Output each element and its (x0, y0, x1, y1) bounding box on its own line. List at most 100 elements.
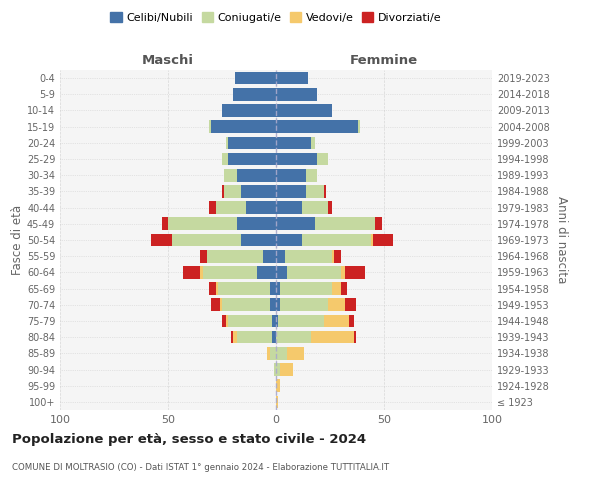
Bar (220, 298, 222, 311)
Bar (328, 202, 332, 214)
Bar (229, 314, 272, 328)
Bar (222, 152, 229, 166)
Bar (276, 104, 332, 117)
Text: Maschi: Maschi (142, 54, 194, 68)
Bar (246, 202, 276, 214)
Bar (276, 331, 311, 344)
Text: COMUNE DI MOLTRASIO (CO) - Dati ISTAT 1° gennaio 2024 - Elaborazione TUTTITALIA.: COMUNE DI MOLTRASIO (CO) - Dati ISTAT 1°… (12, 462, 389, 471)
Bar (209, 120, 211, 133)
Bar (349, 314, 354, 328)
Bar (226, 314, 229, 328)
Bar (200, 250, 207, 262)
Bar (354, 331, 356, 344)
Text: Popolazione per età, sesso e stato civile - 2024: Popolazione per età, sesso e stato civil… (12, 432, 366, 446)
Bar (235, 72, 276, 85)
Bar (317, 152, 328, 166)
Bar (323, 185, 326, 198)
Bar (269, 282, 276, 295)
Bar (151, 234, 172, 246)
Bar (269, 298, 276, 311)
Bar (161, 218, 168, 230)
Bar (257, 266, 276, 278)
Bar (237, 218, 276, 230)
Bar (373, 234, 392, 246)
Legend: Celibi/Nubili, Coniugati/e, Vedovi/e, Divorziati/e: Celibi/Nubili, Coniugati/e, Vedovi/e, Di… (106, 8, 446, 28)
Bar (276, 72, 308, 85)
Bar (358, 120, 360, 133)
Bar (302, 202, 328, 214)
Bar (241, 234, 276, 246)
Bar (276, 363, 280, 376)
Bar (230, 331, 233, 344)
Bar (371, 234, 373, 246)
Bar (276, 152, 317, 166)
Bar (222, 314, 226, 328)
Bar (276, 266, 287, 278)
Bar (280, 298, 328, 311)
Bar (306, 169, 317, 181)
Bar (306, 185, 323, 198)
Bar (280, 363, 293, 376)
Bar (211, 298, 220, 311)
Bar (345, 298, 356, 311)
Bar (276, 314, 278, 328)
Bar (311, 136, 315, 149)
Bar (229, 136, 276, 149)
Bar (237, 331, 272, 344)
Bar (276, 136, 311, 149)
Bar (334, 250, 341, 262)
Text: Femmine: Femmine (350, 54, 418, 68)
Bar (341, 266, 345, 278)
Bar (276, 298, 280, 311)
Bar (287, 266, 341, 278)
Bar (222, 298, 269, 311)
Bar (215, 282, 218, 295)
Bar (302, 234, 371, 246)
Bar (224, 169, 237, 181)
Bar (168, 218, 237, 230)
Bar (272, 314, 276, 328)
Bar (172, 234, 241, 246)
Bar (272, 331, 276, 344)
Bar (183, 266, 200, 278)
Bar (345, 266, 365, 278)
Bar (276, 185, 306, 198)
Bar (323, 314, 349, 328)
Bar (209, 282, 215, 295)
Bar (226, 136, 229, 149)
Bar (276, 250, 284, 262)
Bar (209, 202, 215, 214)
Bar (276, 88, 317, 101)
Bar (222, 185, 224, 198)
Bar (284, 250, 332, 262)
Bar (332, 250, 334, 262)
Bar (341, 282, 347, 295)
Bar (269, 347, 276, 360)
Bar (218, 282, 269, 295)
Bar (376, 218, 382, 230)
Bar (207, 250, 263, 262)
Bar (328, 298, 345, 311)
Bar (268, 347, 269, 360)
Bar (203, 266, 257, 278)
Bar (224, 185, 241, 198)
Bar (276, 234, 302, 246)
Bar (280, 282, 332, 295)
Bar (241, 185, 276, 198)
Bar (222, 104, 276, 117)
Bar (287, 347, 304, 360)
Bar (332, 282, 341, 295)
Bar (215, 202, 246, 214)
Bar (233, 331, 237, 344)
Bar (311, 331, 354, 344)
Bar (276, 282, 280, 295)
Bar (211, 120, 276, 133)
Bar (278, 314, 323, 328)
Bar (276, 120, 358, 133)
Bar (237, 169, 276, 181)
Y-axis label: Anni di nascita: Anni di nascita (555, 196, 568, 284)
Bar (315, 218, 376, 230)
Bar (276, 202, 302, 214)
Bar (200, 266, 203, 278)
Y-axis label: Fasce di età: Fasce di età (11, 205, 24, 275)
